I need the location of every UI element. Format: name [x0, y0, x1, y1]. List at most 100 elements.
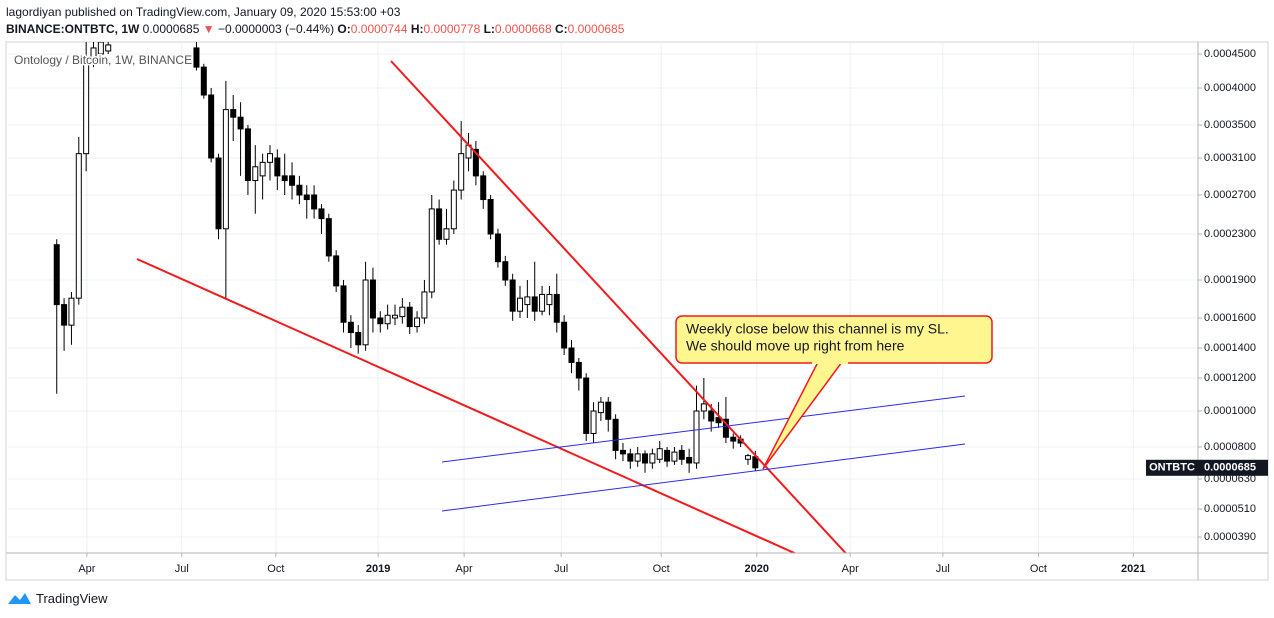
- brand: TradingView: [36, 590, 108, 606]
- candle-body: [97, 42, 104, 55]
- candle-body: [590, 410, 597, 434]
- candle-body: [193, 47, 200, 68]
- candle-body: [612, 418, 619, 451]
- candle-body: [68, 297, 75, 326]
- y-tick-label: 0.0001600: [1204, 312, 1256, 324]
- candle-body: [61, 304, 68, 326]
- candle-body: [369, 279, 376, 319]
- candle-body: [281, 175, 288, 182]
- candle-body: [627, 453, 634, 462]
- candle-body: [700, 403, 707, 412]
- x-tick-label: Oct: [1030, 563, 1047, 575]
- candle-body: [90, 47, 97, 61]
- candle-body: [362, 279, 369, 346]
- y-tick-label: 0.0000390: [1204, 531, 1256, 543]
- candle-body: [311, 194, 318, 210]
- candle-body: [384, 314, 391, 325]
- candle-body: [105, 44, 112, 52]
- candle-body: [568, 347, 575, 363]
- high-label: H:: [410, 22, 424, 36]
- candle-body: [715, 417, 722, 424]
- candle-body: [664, 449, 671, 462]
- footer: TradingView: [6, 590, 108, 606]
- candle-body: [237, 116, 244, 130]
- candle-body: [583, 377, 590, 434]
- candle-body: [480, 175, 487, 201]
- candle-body: [230, 109, 237, 118]
- candle-body: [274, 157, 281, 177]
- candle-body: [436, 208, 443, 240]
- trend-line: [136, 258, 797, 553]
- candle-body: [730, 436, 737, 442]
- candle-body: [347, 321, 354, 333]
- candle-body: [53, 244, 60, 306]
- y-tick-label: 0.0004500: [1204, 48, 1256, 60]
- y-tick-label: 0.0000510: [1204, 503, 1256, 515]
- candle-body: [575, 361, 582, 379]
- candles: [53, 42, 759, 473]
- candle-body: [502, 261, 509, 281]
- candle-body: [458, 153, 465, 191]
- y-tick-label: 0.0001200: [1204, 372, 1256, 384]
- close-label: C:: [555, 22, 568, 36]
- candle-body: [671, 451, 678, 462]
- quote-line: BINANCE:ONTBTC, 1W 0.0000685 ▼ −0.000000…: [6, 21, 624, 38]
- channel-line: [441, 395, 966, 463]
- candle-body: [619, 449, 626, 455]
- x-tick-label: 2019: [366, 563, 390, 575]
- x-tick-label: Jul: [554, 563, 568, 575]
- x-tick-label: Apr: [78, 563, 95, 575]
- candle-body: [605, 401, 612, 420]
- candle-body: [509, 279, 516, 312]
- callout: Weekly close below this channel is my SL…: [675, 315, 993, 470]
- candle-body: [406, 306, 413, 328]
- y-tick-label: 0.0003500: [1204, 119, 1256, 131]
- candle-body: [561, 321, 568, 349]
- last-price: 0.0000685: [142, 22, 200, 36]
- candle-body: [399, 306, 406, 318]
- candle-body: [266, 153, 273, 163]
- callout-text: Weekly close below this channel is my SL…: [686, 321, 949, 337]
- candle-body: [428, 208, 435, 293]
- x-tick-label: 2021: [1121, 563, 1145, 575]
- candle-body: [83, 59, 90, 155]
- high-value: 0.0000778: [423, 22, 481, 36]
- candle-body: [318, 208, 325, 220]
- y-tick-label: 0.0000630: [1204, 473, 1256, 485]
- price-tag: ONTBTC: [1149, 462, 1195, 474]
- candle-body: [649, 453, 656, 464]
- candle-body: [215, 157, 222, 230]
- y-tick-label: 0.0003100: [1204, 152, 1256, 164]
- open-label: O:: [337, 22, 351, 36]
- candle-body: [487, 199, 494, 235]
- open-value: 0.0000744: [350, 22, 408, 36]
- candle-body: [722, 418, 729, 438]
- candle-body: [517, 297, 524, 312]
- candle-body: [259, 161, 266, 177]
- candle-body: [494, 233, 501, 263]
- candle-body: [333, 255, 340, 287]
- x-tick-label: Apr: [456, 563, 473, 575]
- y-tick-label: 0.0004000: [1204, 82, 1256, 94]
- candle-body: [421, 291, 428, 319]
- y-tick-label: 0.0001900: [1204, 274, 1256, 286]
- candle-body: [414, 317, 421, 328]
- y-tick-label: 0.0001400: [1204, 342, 1256, 354]
- header: lagordiyan published on TradingView.com,…: [6, 4, 624, 38]
- change: −0.0000003 (−0.44%): [217, 22, 335, 36]
- candle-body: [546, 293, 553, 306]
- candle-body: [208, 94, 215, 159]
- last-price-box: [1198, 459, 1268, 476]
- axes: 0.0004500 0.0004000 0.0003500 0.0003100 0.00…: [78, 48, 1268, 575]
- candle-body: [391, 314, 398, 319]
- candle-body: [252, 166, 259, 182]
- candle-body: [200, 66, 207, 96]
- candle-body: [708, 410, 715, 422]
- candle-body: [686, 456, 693, 464]
- grid: [6, 42, 1198, 553]
- x-tick-label: Jul: [936, 563, 950, 575]
- candle-body: [472, 148, 479, 177]
- candle-body: [597, 401, 604, 414]
- candle-body: [642, 453, 649, 464]
